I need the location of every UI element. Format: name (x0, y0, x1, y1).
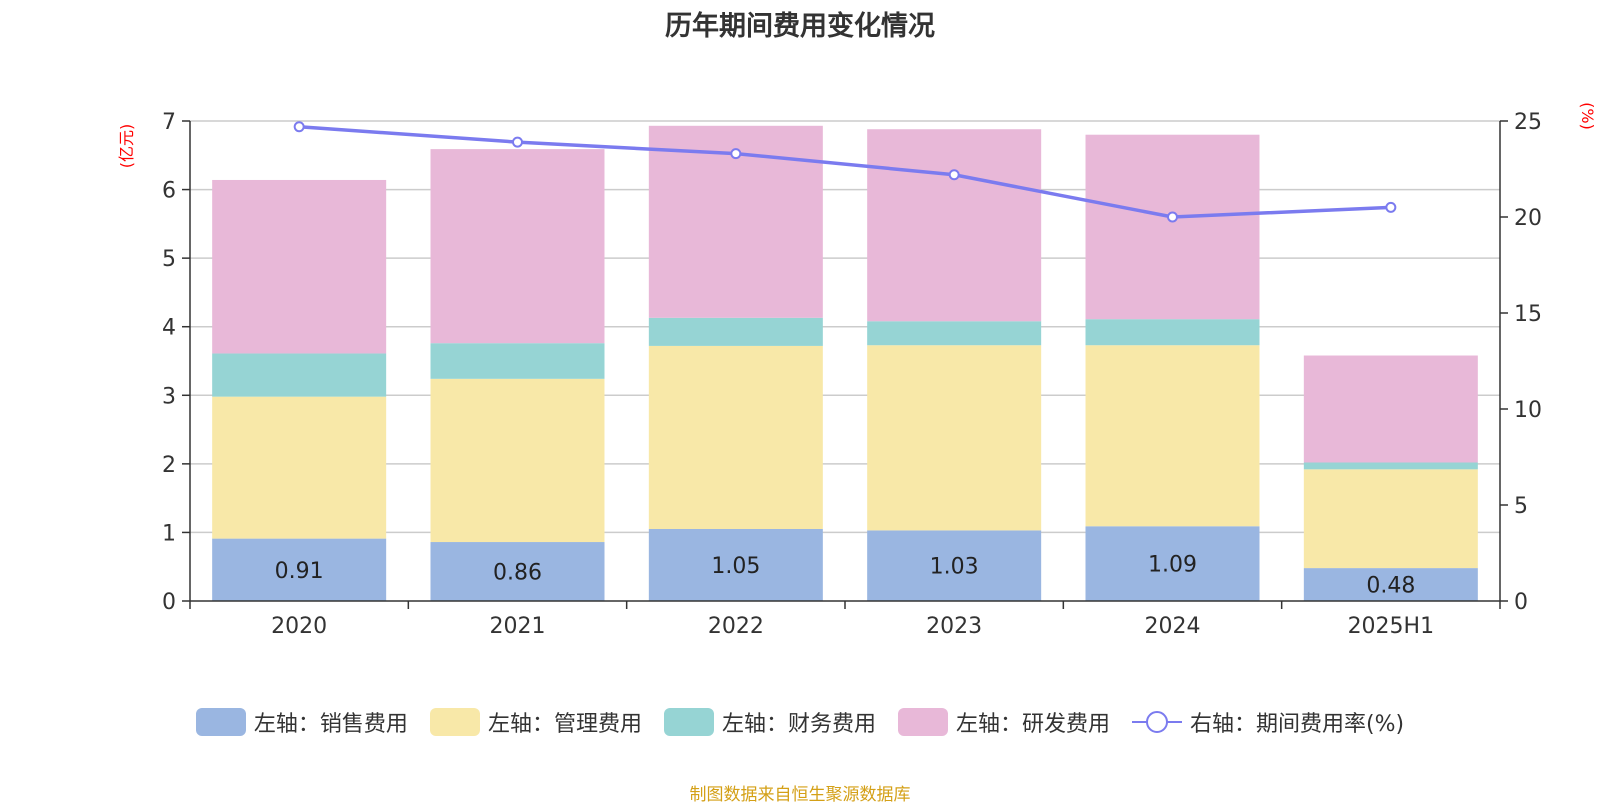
bar-segment (430, 343, 605, 379)
bar-segment (1085, 319, 1260, 346)
legend-swatch (429, 708, 480, 736)
axes: 0 1 2 3 4 5 6 7 0 5 10 15 20 25 (亿元) (%) 2020 2021 2022 202… (117, 102, 1597, 639)
bar-data-label: 0.86 (493, 561, 542, 586)
legend-swatch (897, 708, 948, 736)
legend-item[interactable]: 右轴：期间费用率(%) (1131, 706, 1405, 738)
bar-data-label: 1.05 (711, 554, 760, 579)
bar-data-label: 1.09 (1148, 553, 1197, 578)
legend: 左轴：销售费用 左轴：管理费用 左轴：财务费用 左轴：研发费用 右轴：期间费用率(%) (0, 706, 1600, 738)
bar-segment (1303, 462, 1478, 470)
bar-segment (430, 542, 605, 601)
bar-segment (648, 317, 823, 346)
bar-segment (867, 129, 1042, 322)
bar-data-label: 1.03 (930, 555, 979, 580)
bar-segment (212, 353, 387, 397)
left-tick-label: 3 (162, 384, 176, 409)
bar-segment (1085, 526, 1260, 601)
bar-segment (430, 378, 605, 543)
right-tick-label: 10 (1514, 398, 1542, 423)
legend-label: 左轴：研发费用 (955, 712, 1110, 737)
legend-item[interactable]: 左轴：财务费用 (663, 706, 876, 738)
source-note: 制图数据来自恒生聚源数据库 (689, 785, 911, 805)
left-tick-label: 4 (162, 316, 176, 341)
rate-point (293, 121, 305, 133)
bar-segment (430, 149, 605, 344)
left-tick-label: 7 (162, 110, 176, 135)
rate-point (948, 169, 960, 181)
legend-swatch (195, 708, 246, 736)
bar-segment (1303, 355, 1478, 463)
x-tick-label: 2022 (708, 614, 764, 639)
right-tick-label: 25 (1514, 110, 1542, 135)
bar-data-label: 0.48 (1366, 574, 1415, 599)
legend-line-swatch (1131, 711, 1182, 733)
bar-segment (212, 538, 387, 601)
legend-label: 左轴：销售费用 (253, 712, 408, 737)
legend-swatch (663, 708, 714, 736)
rate-point (512, 136, 523, 148)
chart-title: 历年期间费用变化情况 (665, 11, 935, 42)
data-labels: 0.91 0.86 1.05 1.03 1.09 0.48 (275, 553, 1416, 599)
right-tick-label: 20 (1514, 206, 1542, 231)
right-tick-label: 15 (1514, 302, 1542, 327)
bar-data-label: 0.91 (275, 559, 324, 584)
bars (212, 125, 1478, 601)
rate-point (1385, 201, 1397, 213)
left-tick-label: 5 (162, 247, 176, 272)
legend-label: 右轴：期间费用率(%) (1189, 712, 1405, 737)
left-axis-unit: (亿元) (117, 124, 136, 169)
bar-segment (867, 345, 1042, 531)
bar-segment (648, 345, 823, 529)
legend-label: 左轴：管理费用 (487, 712, 642, 737)
right-tick-label: 0 (1514, 590, 1528, 615)
rate-series-line (299, 125, 1391, 219)
bar-segment (867, 530, 1042, 601)
bar-segment (867, 321, 1042, 346)
x-tick-label: 2025H1 (1348, 614, 1435, 639)
rate-point (1167, 211, 1178, 223)
left-tick-label: 6 (162, 179, 176, 204)
x-tick-label: 2021 (490, 614, 546, 639)
right-axis-unit: (%) (1578, 102, 1597, 130)
bar-segment (212, 396, 387, 539)
right-tick-label: 5 (1514, 494, 1528, 519)
rate-line (293, 121, 1397, 223)
bar-segment (212, 179, 387, 354)
x-tick-label: 2024 (1145, 614, 1201, 639)
left-tick-label: 1 (162, 521, 176, 546)
left-tick-label: 2 (162, 453, 176, 478)
bar-segment (1085, 345, 1260, 527)
bar-segment (648, 529, 823, 601)
bar-segment (1303, 568, 1478, 601)
legend-item[interactable]: 左轴：销售费用 (195, 706, 408, 738)
chart-area: 0 1 2 3 4 5 6 7 0 5 10 15 20 25 (亿元) (%) 2020 2021 2022 202… (117, 102, 1597, 639)
bar-segment (1085, 134, 1260, 320)
grid-lines (190, 120, 1500, 534)
legend-item[interactable]: 左轴：管理费用 (429, 706, 642, 738)
bar-segment (1303, 469, 1478, 569)
x-tick-label: 2023 (926, 614, 982, 639)
x-tick-label: 2020 (271, 614, 327, 639)
rate-point (730, 148, 742, 160)
legend-label: 左轴：财务费用 (721, 712, 876, 737)
legend-item[interactable]: 左轴：研发费用 (897, 706, 1110, 738)
left-tick-label: 0 (162, 590, 176, 615)
